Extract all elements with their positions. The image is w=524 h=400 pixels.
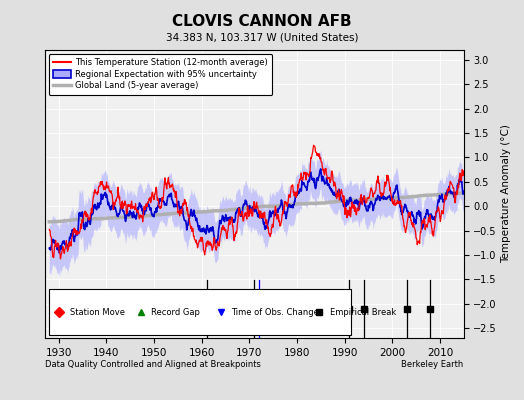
Text: CLOVIS CANNON AFB: CLOVIS CANNON AFB — [172, 14, 352, 30]
Text: Empirical Break: Empirical Break — [330, 308, 396, 316]
Y-axis label: Temperature Anomaly (°C): Temperature Anomaly (°C) — [501, 124, 511, 264]
Text: Station Move: Station Move — [70, 308, 125, 316]
Legend: This Temperature Station (12-month average), Regional Expectation with 95% uncer: This Temperature Station (12-month avera… — [49, 54, 272, 94]
Text: Time of Obs. Change: Time of Obs. Change — [231, 308, 319, 316]
Text: 34.383 N, 103.317 W (United States): 34.383 N, 103.317 W (United States) — [166, 33, 358, 43]
Text: Data Quality Controlled and Aligned at Breakpoints: Data Quality Controlled and Aligned at B… — [45, 360, 260, 369]
Text: Berkeley Earth: Berkeley Earth — [401, 360, 464, 369]
Text: Record Gap: Record Gap — [151, 308, 200, 316]
FancyBboxPatch shape — [49, 289, 351, 335]
